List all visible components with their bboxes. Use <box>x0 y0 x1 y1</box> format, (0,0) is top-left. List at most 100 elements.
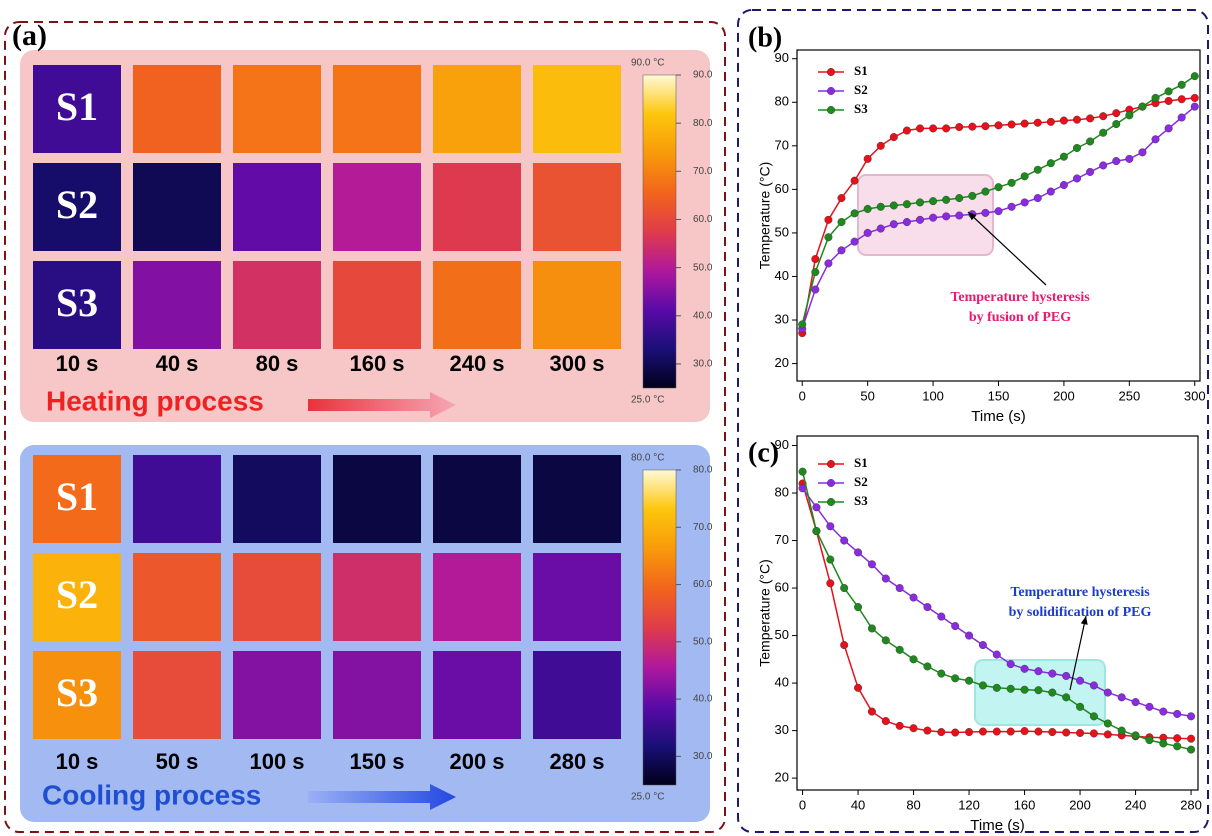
data-point <box>864 205 872 213</box>
data-point <box>1165 125 1173 133</box>
data-point <box>1021 199 1029 207</box>
data-point <box>1021 665 1029 673</box>
data-point <box>929 125 937 133</box>
x-tick-label: 0 <box>799 797 806 812</box>
sample-label: S2 <box>56 182 98 227</box>
data-point <box>1090 713 1098 721</box>
data-point <box>1047 118 1055 126</box>
data-point <box>1073 144 1081 152</box>
data-point <box>938 670 946 678</box>
data-point <box>798 321 806 329</box>
data-point <box>979 682 987 690</box>
data-point <box>825 233 833 241</box>
thermal-cell <box>233 163 321 251</box>
data-point <box>1173 742 1181 750</box>
thermal-cell <box>133 553 221 641</box>
y-axis-label: Temperature (°C) <box>757 559 773 667</box>
data-point <box>1060 117 1068 125</box>
data-point <box>1034 119 1042 127</box>
data-point <box>1178 95 1186 103</box>
data-point <box>1146 703 1154 711</box>
data-point <box>825 260 833 268</box>
colorbar-tick-label: 30.0 <box>693 359 713 370</box>
data-point <box>1191 103 1199 111</box>
data-point <box>1007 660 1015 668</box>
x-tick-label: 80 <box>906 797 920 812</box>
legend-marker <box>827 106 835 114</box>
data-point <box>1132 732 1140 740</box>
data-point <box>813 503 821 511</box>
data-point <box>854 603 862 611</box>
colorbar-tick-label: 30.0 <box>693 751 713 762</box>
legend-label: S3 <box>854 493 868 508</box>
data-point <box>995 207 1003 215</box>
x-axis-label: Time (s) <box>970 817 1024 834</box>
data-point <box>910 724 918 732</box>
data-point <box>1099 162 1107 170</box>
thermal-cell <box>233 261 321 349</box>
colorbar <box>643 75 676 388</box>
y-tick-label: 40 <box>775 268 789 283</box>
data-point <box>993 651 1001 659</box>
data-point <box>896 646 904 654</box>
x-axis-label: Time (s) <box>971 408 1025 425</box>
sample-label: S3 <box>56 670 98 715</box>
data-point <box>995 183 1003 191</box>
data-point <box>938 613 946 621</box>
data-point <box>827 580 835 588</box>
data-point <box>1035 667 1043 675</box>
data-point <box>1099 112 1107 120</box>
data-point <box>1021 173 1029 181</box>
data-point <box>864 155 872 163</box>
data-point <box>825 216 833 224</box>
legend-label: S1 <box>854 63 868 78</box>
data-point <box>840 584 848 592</box>
thermal-cell <box>133 65 221 153</box>
data-point <box>1034 194 1042 202</box>
data-point <box>924 727 932 735</box>
data-point <box>1126 155 1134 163</box>
data-point <box>979 641 987 649</box>
data-point <box>838 218 846 226</box>
data-point <box>1165 88 1173 96</box>
thermal-cell <box>433 553 521 641</box>
data-point <box>993 684 1001 692</box>
data-point <box>827 556 835 564</box>
x-tick-label: 280 <box>1180 797 1202 812</box>
annotation: Temperature hysteresis <box>950 290 1090 305</box>
panel-label: (b) <box>748 22 782 53</box>
colorbar-tick-label: 90.0 <box>693 70 713 81</box>
colorbar-tick-label: 80.0 <box>693 118 713 129</box>
data-point <box>951 729 959 737</box>
data-point <box>903 127 911 135</box>
data-point <box>1021 120 1029 128</box>
data-point <box>942 213 950 221</box>
data-point <box>1187 735 1195 743</box>
data-point <box>1178 81 1186 89</box>
legend-marker <box>827 479 835 487</box>
thermal-cell <box>533 455 621 543</box>
data-point <box>1187 746 1195 754</box>
y-tick-label: 60 <box>775 181 789 196</box>
data-point <box>1152 94 1160 102</box>
colorbar-min-label: 25.0 °C <box>631 395 664 406</box>
data-point <box>1008 121 1016 129</box>
data-point <box>813 527 821 535</box>
data-point <box>1008 203 1016 211</box>
x-tick-label: 120 <box>958 797 980 812</box>
time-label: 280 s <box>549 749 604 774</box>
data-point <box>1049 670 1057 678</box>
thermal-cell <box>233 65 321 153</box>
data-point <box>1099 129 1107 137</box>
data-point <box>896 722 904 730</box>
data-point <box>1076 703 1084 711</box>
legend-label: S2 <box>854 474 868 489</box>
data-point <box>942 125 950 133</box>
x-tick-label: 250 <box>1118 388 1140 403</box>
sample-label: S2 <box>56 572 98 617</box>
thermal-cell <box>433 651 521 739</box>
data-point <box>854 684 862 692</box>
data-point <box>1086 115 1094 123</box>
x-tick-label: 200 <box>1053 388 1075 403</box>
legend-label: S1 <box>854 455 868 470</box>
